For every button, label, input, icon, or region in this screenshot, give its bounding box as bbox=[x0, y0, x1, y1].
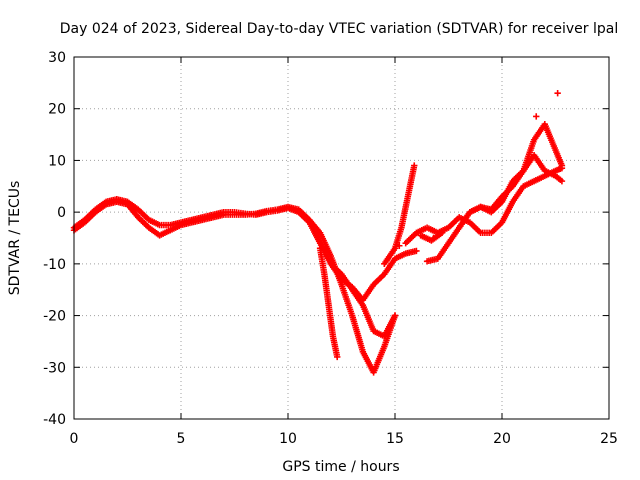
x-tick-label: 0 bbox=[70, 431, 79, 447]
data-point-outliers bbox=[533, 113, 540, 120]
data-point-outliers bbox=[430, 234, 437, 242]
plot-frame bbox=[73, 56, 610, 420]
data-point-track-a bbox=[413, 247, 420, 255]
y-tick-label: 30 bbox=[48, 50, 66, 66]
data-point-outliers bbox=[554, 90, 561, 97]
x-tick-label: 25 bbox=[600, 431, 618, 447]
data-point-track-e bbox=[411, 162, 418, 169]
data-point-track-d bbox=[391, 312, 399, 319]
x-tick-label: 10 bbox=[279, 431, 297, 447]
data-point-track-g bbox=[558, 162, 566, 169]
y-axis-label: SDTVAR / TECUs bbox=[7, 181, 23, 296]
x-tick-label: 5 bbox=[177, 431, 186, 447]
axis-ticks: 0 5 10 15 20 25 -40 -30 -20 -10 0 10 20 30 bbox=[43, 50, 618, 447]
x-tick-label: 15 bbox=[386, 431, 404, 447]
data-marks bbox=[70, 90, 566, 376]
x-axis-label: GPS time / hours bbox=[282, 459, 399, 475]
y-tick-label: 20 bbox=[48, 102, 66, 118]
data-point-track-i bbox=[438, 229, 446, 237]
y-tick-label: 10 bbox=[48, 153, 66, 169]
data-point-track-c bbox=[334, 353, 341, 361]
data-point-outliers bbox=[396, 242, 403, 249]
y-tick-label: 0 bbox=[57, 205, 66, 221]
y-tick-label: -30 bbox=[43, 360, 66, 376]
y-tick-label: -40 bbox=[43, 412, 66, 428]
y-tick-label: -20 bbox=[43, 309, 66, 325]
x-tick-label: 20 bbox=[493, 431, 511, 447]
y-tick-label: -10 bbox=[43, 257, 66, 273]
data-point-track-h bbox=[558, 177, 566, 185]
chart-title: Day 024 of 2023, Sidereal Day-to-day VTE… bbox=[60, 21, 618, 37]
grid-lines bbox=[74, 57, 609, 419]
